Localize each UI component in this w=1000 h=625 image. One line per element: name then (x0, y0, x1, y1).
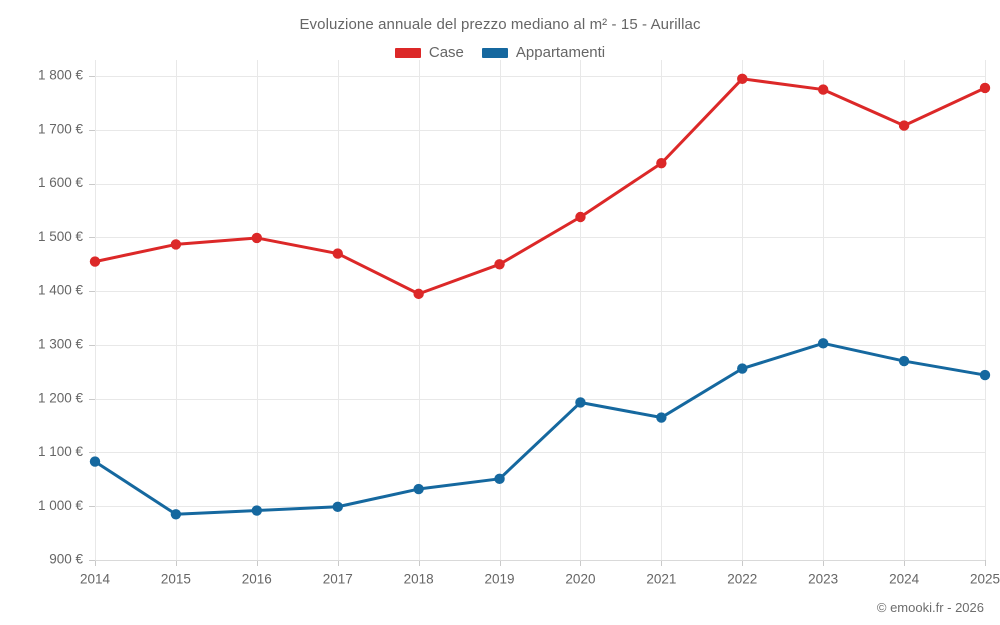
data-point-appartamenti-2019[interactable] (494, 473, 505, 485)
data-point-appartamenti-2025[interactable] (979, 369, 991, 381)
data-point-appartamenti-2017[interactable] (332, 501, 343, 512)
x-axis-tick-label: 2023 (808, 572, 838, 587)
legend-label-case: Case (428, 44, 464, 61)
data-point-case-2021[interactable] (656, 158, 667, 169)
y-axis-tick-label: 1 600 € (38, 175, 84, 190)
data-point-case-2019[interactable] (494, 259, 505, 270)
series-line-appartamenti (93, 341, 987, 516)
x-axis-tick-label: 2017 (323, 572, 353, 587)
legend-item-case[interactable]: Case (394, 44, 464, 61)
footer-credit: © emooki.fr - 2026 (876, 600, 984, 615)
y-axis-tick-label: 1 500 € (38, 229, 84, 244)
data-point-case-2024[interactable] (898, 120, 910, 131)
y-axis-tick-label: 900 € (49, 552, 83, 567)
data-point-appartamenti-2016[interactable] (251, 505, 263, 516)
data-point-appartamenti-2020[interactable] (575, 397, 586, 408)
data-point-case-2014[interactable] (89, 256, 101, 267)
series-line-case (93, 77, 987, 296)
data-point-appartamenti-2014[interactable] (89, 456, 101, 467)
data-point-appartamenti-2022[interactable] (737, 363, 748, 374)
x-axis-tick-label: 2021 (646, 572, 676, 587)
y-axis-tick-label: 1 200 € (38, 390, 84, 405)
data-point-case-2018[interactable] (413, 288, 424, 300)
x-axis-tick-label: 2014 (80, 572, 111, 587)
data-point-case-2015[interactable] (170, 239, 182, 250)
data-point-appartamenti-2023[interactable] (817, 338, 829, 349)
x-axis-tick-label: 2022 (727, 572, 757, 587)
data-point-case-2016[interactable] (251, 232, 263, 244)
y-axis-tick-label: 1 800 € (38, 68, 84, 83)
data-point-appartamenti-2024[interactable] (898, 355, 910, 367)
x-axis-tick-label: 2015 (161, 572, 191, 587)
data-point-appartamenti-2018[interactable] (413, 483, 424, 495)
data-point-appartamenti-2015[interactable] (170, 509, 182, 520)
x-axis-tick-label: 2019 (485, 572, 515, 587)
data-point-case-2022[interactable] (737, 73, 748, 85)
data-point-appartamenti-2021[interactable] (656, 412, 667, 423)
y-axis-tick-label: 1 700 € (38, 121, 84, 136)
y-axis-tick-label: 1 400 € (38, 283, 84, 298)
y-axis-tick-label: 1 000 € (38, 498, 84, 513)
data-point-case-2023[interactable] (817, 84, 829, 95)
x-axis-tick-label: 2016 (242, 572, 272, 587)
legend-swatch-case (394, 47, 421, 58)
x-axis-tick-label: 2025 (970, 572, 1000, 587)
data-point-case-2025[interactable] (979, 82, 991, 94)
legend-item-appartamenti[interactable]: Appartamenti (481, 44, 606, 61)
y-axis-tick-label: 1 100 € (38, 444, 84, 459)
x-axis-tick-label: 2018 (404, 572, 434, 587)
data-point-case-2020[interactable] (575, 211, 586, 223)
chart-title: Evoluzione annuale del prezzo mediano al… (299, 16, 701, 33)
legend-swatch-appartamenti (481, 47, 508, 58)
legend-label-appartamenti: Appartamenti (515, 44, 606, 61)
y-axis-tick-label: 1 300 € (38, 337, 84, 352)
x-axis-tick-label: 2020 (565, 572, 595, 587)
chart-legend: Case Appartamenti (0, 44, 1000, 61)
data-point-case-2017[interactable] (332, 248, 343, 259)
x-axis-tick-label: 2024 (889, 572, 920, 587)
